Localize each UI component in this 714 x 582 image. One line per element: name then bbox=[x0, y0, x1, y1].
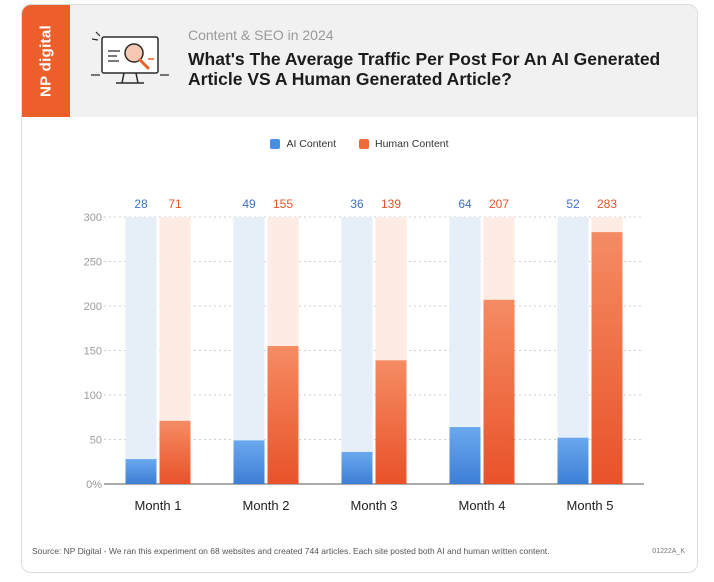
header: NP digital Content & SEO in 2024 What's … bbox=[22, 5, 697, 117]
human-value-label: 139 bbox=[381, 197, 401, 211]
y-tick-label: 300 bbox=[84, 212, 102, 224]
y-tick-label: 200 bbox=[84, 301, 102, 313]
human-content-bar bbox=[591, 232, 623, 484]
human-content-bar bbox=[375, 360, 407, 484]
y-tick-label: 250 bbox=[84, 257, 102, 269]
header-kicker: Content & SEO in 2024 bbox=[188, 27, 334, 43]
y-tick-label: 50 bbox=[90, 435, 102, 447]
x-tick-label: Month 2 bbox=[243, 498, 290, 513]
ai-bar-track bbox=[125, 217, 157, 484]
ai-value-label: 64 bbox=[458, 197, 472, 211]
human-content-bar bbox=[267, 346, 299, 484]
human-value-label: 207 bbox=[489, 197, 509, 211]
x-tick-label: Month 1 bbox=[135, 498, 182, 513]
legend-label-ai: AI Content bbox=[286, 138, 337, 150]
ai-bar-track bbox=[233, 217, 265, 484]
chart-code: 01222A_K bbox=[652, 548, 685, 555]
human-value-label: 155 bbox=[273, 197, 293, 211]
source-note: Source: NP Digital - We ran this experim… bbox=[32, 546, 550, 556]
x-tick-label: Month 5 bbox=[567, 498, 614, 513]
ai-value-label: 49 bbox=[242, 197, 256, 211]
y-tick-label: 100 bbox=[84, 390, 102, 402]
legend-item-ai: AI Content bbox=[270, 138, 336, 150]
ai-value-label: 52 bbox=[566, 197, 580, 211]
x-tick-label: Month 3 bbox=[351, 498, 398, 513]
ai-value-label: 28 bbox=[134, 197, 148, 211]
human-value-label: 71 bbox=[168, 197, 182, 211]
human-content-bar bbox=[483, 299, 515, 484]
human-value-label: 283 bbox=[597, 197, 617, 211]
y-tick-label: 150 bbox=[84, 346, 102, 358]
x-tick-label: Month 4 bbox=[459, 498, 506, 513]
ai-content-bar bbox=[449, 427, 481, 484]
ai-content-bar bbox=[125, 459, 157, 484]
y-tick-label: 0% bbox=[86, 479, 102, 491]
legend-swatch-human bbox=[359, 139, 369, 149]
computer-search-icon bbox=[91, 31, 169, 84]
legend-item-human: Human Content bbox=[359, 138, 449, 150]
legend-label-human: Human Content bbox=[375, 138, 449, 150]
ai-bar-track bbox=[341, 217, 373, 484]
ai-content-bar bbox=[341, 451, 373, 484]
human-content-bar bbox=[159, 420, 191, 484]
bar-chart: 0% 50 100 150 200 250 300 28 71 Month 1 49 155 Month… bbox=[84, 197, 644, 513]
brand-logo: NP digital bbox=[22, 5, 70, 117]
ai-content-bar bbox=[233, 440, 265, 484]
ai-value-label: 36 bbox=[350, 197, 364, 211]
legend-swatch-ai bbox=[270, 139, 281, 149]
infographic-card: NP digital Content & SEO in 2024 What's … bbox=[21, 4, 698, 573]
chart-title: What's The Average Traffic Per Post For … bbox=[188, 49, 661, 89]
ai-content-bar bbox=[557, 437, 589, 484]
chart-legend: AI Content Human Content bbox=[22, 138, 697, 152]
